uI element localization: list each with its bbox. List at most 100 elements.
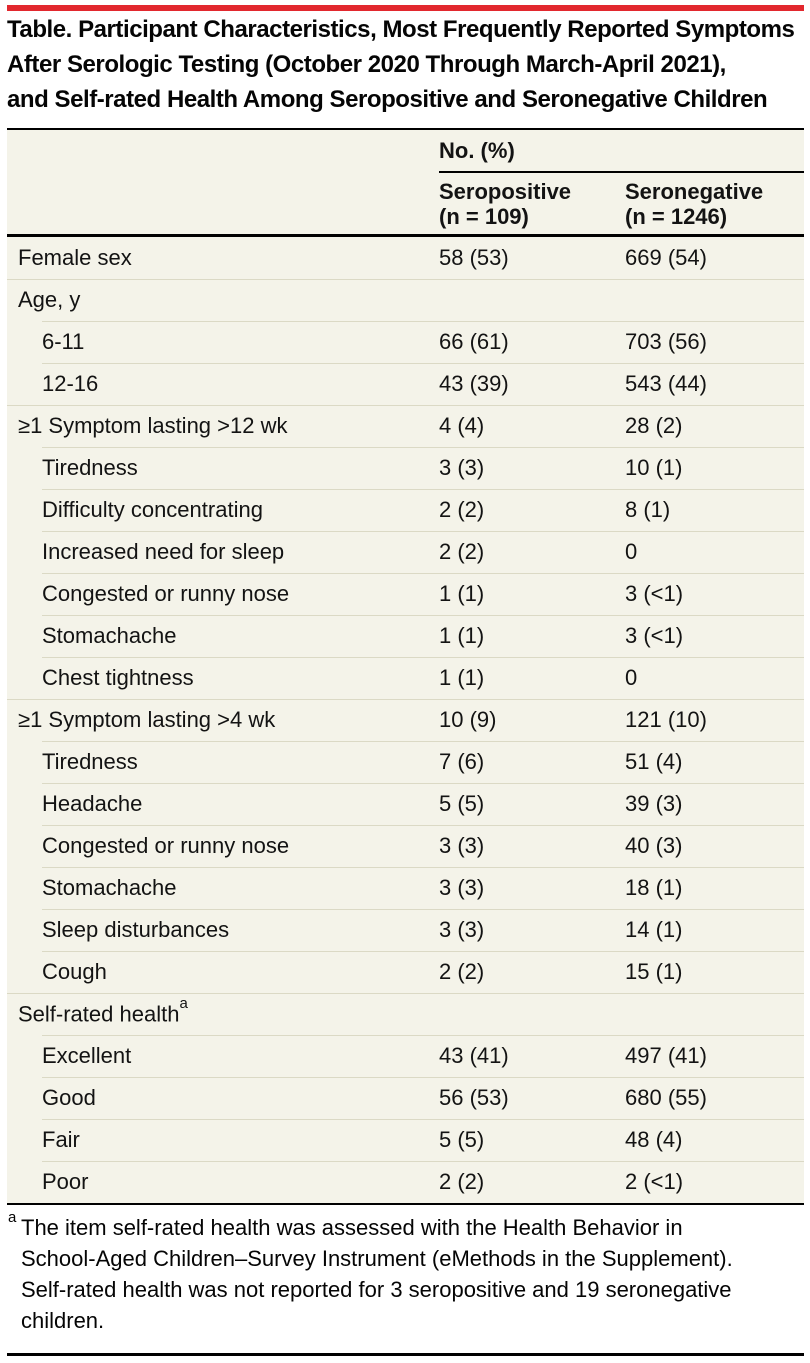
cell-seronegative: 703 (56) [625,329,707,354]
footnote-text: The item self-rated health was assessed … [21,1215,733,1333]
row-footnote-marker: a [179,995,188,1013]
table-title: Table. Participant Characteristics, Most… [7,16,795,113]
row-label: Tiredness [42,455,138,480]
row-label: Tiredness [42,749,138,774]
cell-seropositive: 3 (3) [439,875,485,900]
row-label: Congested or runny nose [42,581,290,606]
row-label: Chest tightness [42,665,194,690]
row-label: Stomachache [42,623,177,648]
cell-seronegative: 51 (4) [625,749,683,774]
footnote-marker: a [8,1209,17,1226]
cell-seropositive: 3 (3) [439,917,485,942]
row-label: 6-11 [42,329,85,354]
header-col-seropositive: Seropositive (n = 109) [439,179,572,229]
cell-seronegative: 0 [625,539,638,564]
table-body: Female sex 58 (53) 669 (54) Age, y 6-11 … [7,237,804,1205]
cell-seropositive: 5 (5) [439,791,485,816]
row-label: Increased need for sleep [42,539,285,564]
table-row: Cough 2 (2) 15 (1) [7,951,804,993]
cell-seropositive: 66 (61) [439,329,509,354]
header-column-labels: Seropositive (n = 109) Seronegative (n =… [439,173,804,234]
cell-seropositive: 1 (1) [439,623,485,648]
table-row: Difficulty concentrating 2 (2) 8 (1) [7,489,804,531]
cell-seropositive: 43 (39) [439,371,509,396]
table-row: Tiredness 3 (3) 10 (1) [7,447,804,489]
row-label: Sleep disturbances [42,917,230,942]
cell-seropositive: 1 (1) [439,665,485,690]
cell-seronegative: 680 (55) [625,1085,707,1110]
row-label: Excellent [42,1043,132,1068]
row-label: ≥1 Symptom lasting >12 wk [18,413,288,438]
cell-seronegative: 39 (3) [625,791,683,816]
table-row: Headache 5 (5) 39 (3) [7,783,804,825]
table-header: No. (%) Seropositive (n = 109) Seronegat… [7,130,804,237]
cell-seronegative: 10 (1) [625,455,683,480]
cell-seropositive: 1 (1) [439,581,485,606]
table-figure: Table. Participant Characteristics, Most… [7,5,804,1356]
table-row: 6-11 66 (61) 703 (56) [7,321,804,363]
header-col-seronegative: Seronegative (n = 1246) [625,179,764,229]
row-label: Stomachache [42,875,177,900]
bottom-rule [7,1353,804,1356]
data-table: No. (%) Seropositive (n = 109) Seronegat… [7,128,804,1205]
cell-seronegative: 669 (54) [625,245,707,270]
row-label: Headache [42,791,143,816]
table-row: Congested or runny nose 1 (1) 3 (<1) [7,573,804,615]
accent-rule [7,5,804,11]
table-row: ≥1 Symptom lasting >4 wk 10 (9) 121 (10) [7,699,804,741]
row-label: ≥1 Symptom lasting >4 wk [18,707,276,732]
cell-seronegative: 48 (4) [625,1127,683,1152]
cell-seropositive: 3 (3) [439,455,485,480]
row-label: Congested or runny nose [42,833,290,858]
cell-seronegative: 15 (1) [625,959,683,984]
cell-seronegative: 2 (<1) [625,1169,684,1194]
row-label: Age, y [18,287,81,312]
table-row: Fair 5 (5) 48 (4) [7,1119,804,1161]
cell-seronegative: 14 (1) [625,917,683,942]
header-value-columns: No. (%) Seropositive (n = 109) Seronegat… [439,130,804,234]
cell-seronegative: 8 (1) [625,497,671,522]
cell-seropositive: 10 (9) [439,707,497,732]
row-label: Difficulty concentrating [42,497,263,522]
table-footnote: a The item self-rated health was assessed… [7,1209,804,1336]
cell-seropositive: 4 (4) [439,413,485,438]
table-row: Chest tightness 1 (1) 0 [7,657,804,699]
table-row: Increased need for sleep 2 (2) 0 [7,531,804,573]
row-label: Fair [42,1127,80,1152]
table-row: 12-16 43 (39) 543 (44) [7,363,804,405]
cell-seronegative: 3 (<1) [625,581,684,606]
table-row: Self-rated healtha [7,993,804,1035]
cell-seropositive: 2 (2) [439,539,485,564]
row-label: Female sex [18,245,132,270]
table-row: Stomachache 3 (3) 18 (1) [7,867,804,909]
cell-seronegative: 18 (1) [625,875,683,900]
cell-seronegative: 543 (44) [625,371,707,396]
cell-seronegative: 3 (<1) [625,623,684,648]
row-label: Self-rated healtha [18,995,188,1027]
cell-seropositive: 2 (2) [439,497,485,522]
header-stub-cell [7,130,439,234]
header-group-label: No. (%) [439,130,804,173]
table-row: Age, y [7,279,804,321]
cell-seropositive: 2 (2) [439,959,485,984]
cell-seropositive: 43 (41) [439,1043,509,1068]
cell-seronegative: 0 [625,665,638,690]
cell-seronegative: 497 (41) [625,1043,707,1068]
cell-seronegative: 28 (2) [625,413,683,438]
table-row: ≥1 Symptom lasting >12 wk 4 (4) 28 (2) [7,405,804,447]
cell-seronegative: 121 (10) [625,707,707,732]
cell-seropositive: 3 (3) [439,833,485,858]
cell-seropositive: 58 (53) [439,245,509,270]
cell-seropositive: 2 (2) [439,1169,485,1194]
cell-seronegative: 40 (3) [625,833,683,858]
table-row: Stomachache 1 (1) 3 (<1) [7,615,804,657]
table-row: Good 56 (53) 680 (55) [7,1077,804,1119]
row-label: Good [42,1085,96,1110]
table-row: Female sex 58 (53) 669 (54) [7,237,804,279]
row-label: Poor [42,1169,89,1194]
table-row: Poor 2 (2) 2 (<1) [7,1161,804,1203]
row-label: Cough [42,959,107,984]
table-row: Congested or runny nose 3 (3) 40 (3) [7,825,804,867]
table-row: Excellent 43 (41) 497 (41) [7,1035,804,1077]
cell-seropositive: 56 (53) [439,1085,509,1110]
